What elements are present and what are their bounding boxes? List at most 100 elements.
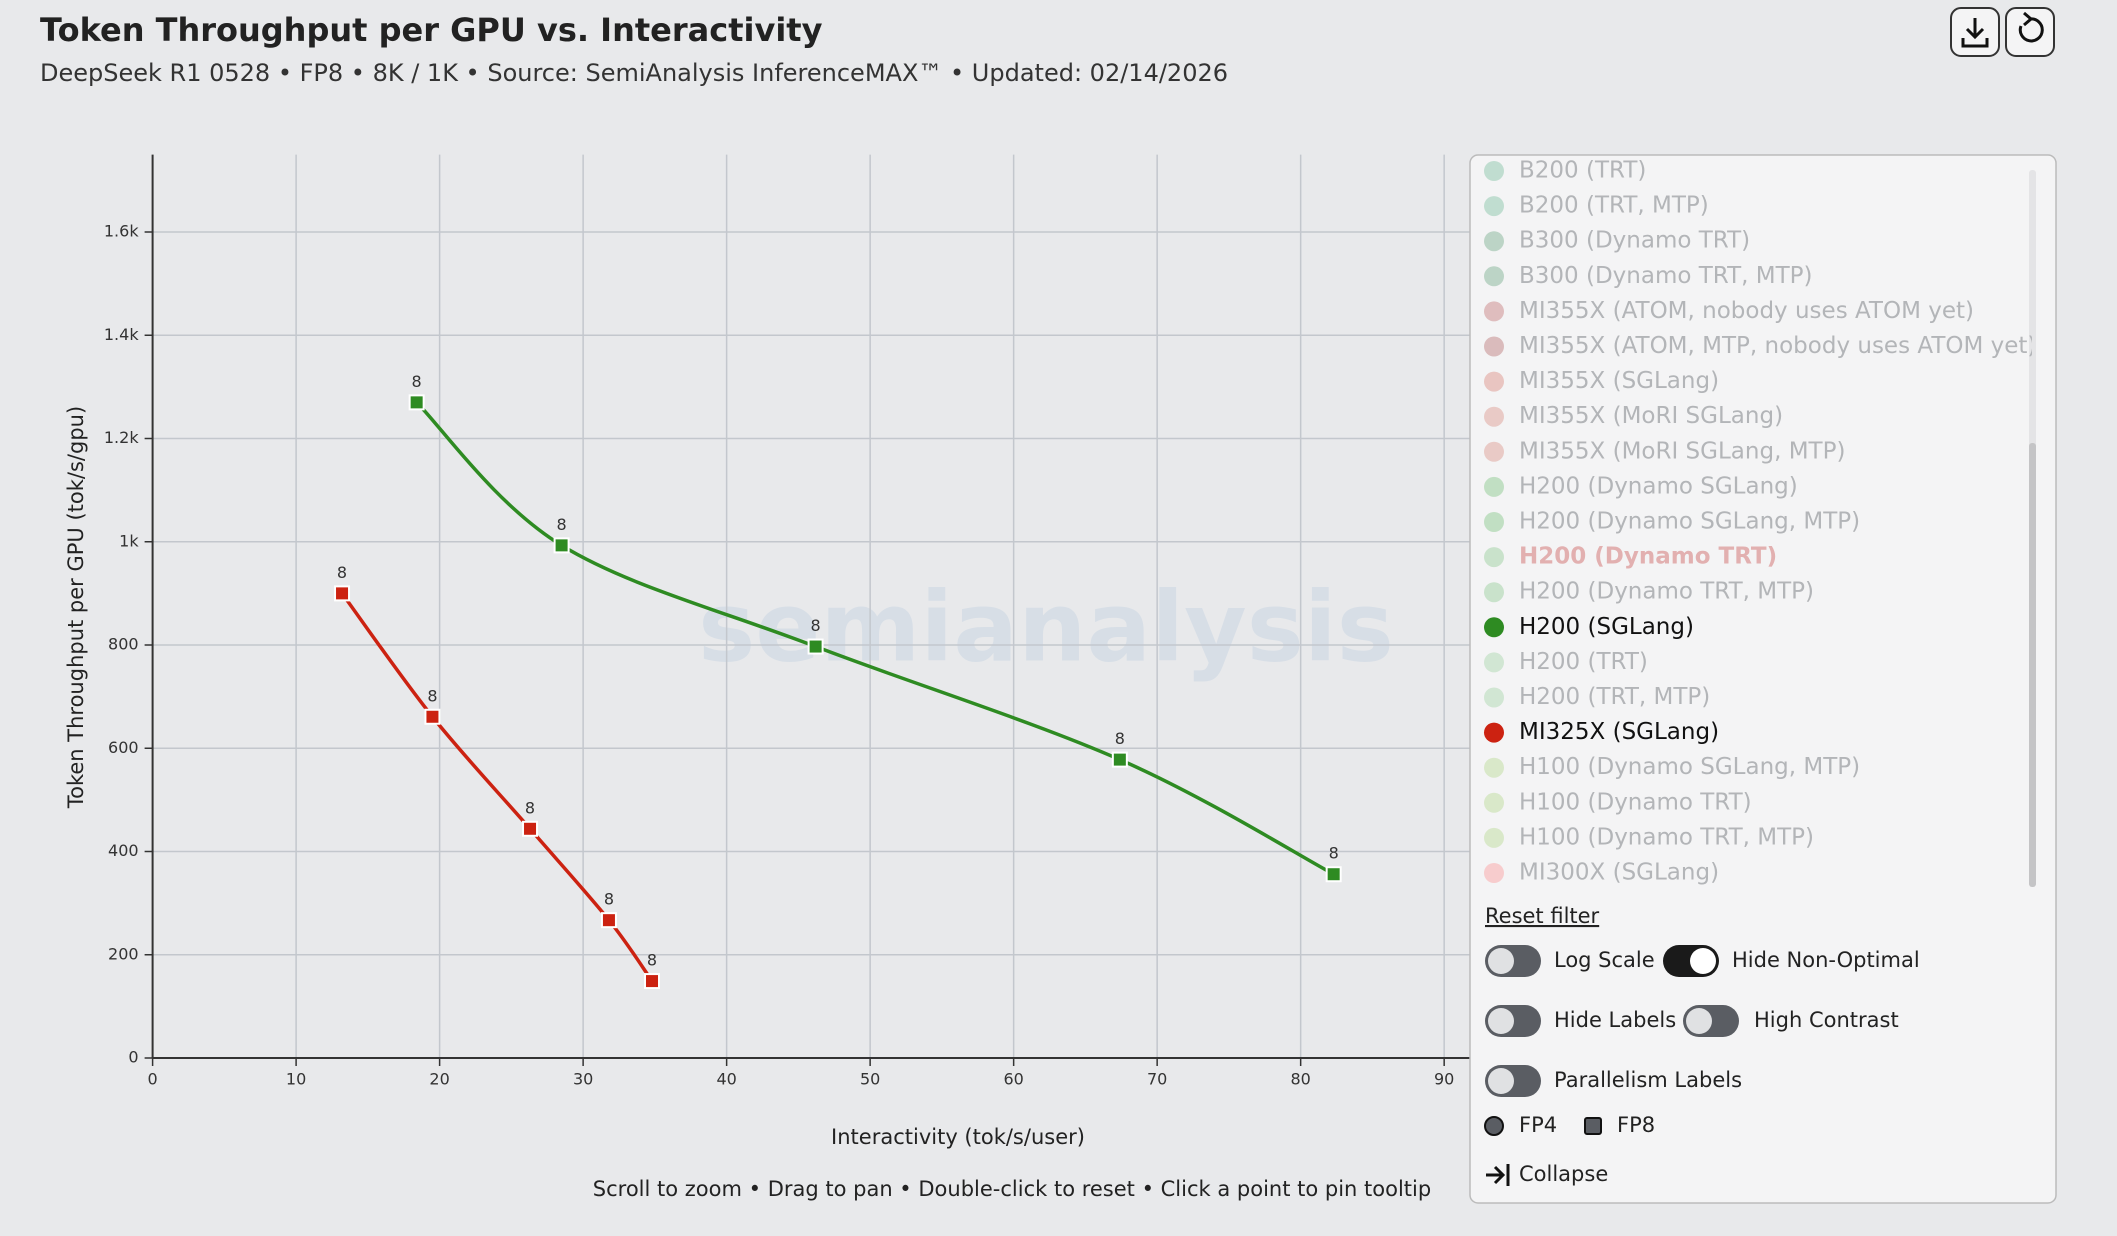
data-point[interactable] bbox=[600, 912, 617, 929]
legend-item[interactable]: MI355X (ATOM, MTP, nobody uses ATOM yet) bbox=[1484, 333, 2036, 359]
y-axis-label: Token Throughput per GPU (tok/s/gpu) bbox=[64, 406, 88, 809]
point-label: 8 bbox=[647, 951, 657, 970]
legend-label: MI355X (SGLang) bbox=[1519, 368, 1719, 394]
point-label: 8 bbox=[525, 798, 535, 817]
reset-button[interactable] bbox=[2005, 7, 2055, 57]
toggle-label: High Contrast bbox=[1754, 1008, 1899, 1032]
legend-item[interactable]: H200 (Dynamo TRT) bbox=[1484, 544, 1777, 570]
legend-item[interactable]: MI300X (SGLang) bbox=[1484, 860, 1719, 886]
legend-item[interactable]: H100 (Dynamo SGLang, MTP) bbox=[1484, 754, 1860, 780]
toggle[interactable] bbox=[1485, 945, 1541, 977]
x-tick-label: 10 bbox=[286, 1070, 306, 1089]
y-tick-label: 1.2k bbox=[104, 428, 139, 447]
x-axis-label: Interactivity (tok/s/user) bbox=[831, 1125, 1085, 1149]
legend-dot bbox=[1484, 582, 1504, 603]
toggle-label: Parallelism Labels bbox=[1554, 1068, 1742, 1092]
legend-item[interactable]: H200 (Dynamo TRT, MTP) bbox=[1484, 579, 1814, 605]
legend-item[interactable]: H100 (Dynamo TRT) bbox=[1484, 789, 1752, 815]
legend-item[interactable]: B200 (TRT, MTP) bbox=[1484, 193, 1709, 219]
x-tick-label: 60 bbox=[1003, 1070, 1023, 1089]
legend-label: B200 (TRT) bbox=[1519, 158, 1646, 184]
legend-item[interactable]: MI355X (MoRI SGLang) bbox=[1484, 403, 1783, 429]
legend-label: B200 (TRT, MTP) bbox=[1519, 193, 1709, 219]
toggle[interactable] bbox=[1485, 1005, 1541, 1037]
data-point[interactable] bbox=[1111, 751, 1128, 768]
y-tick-label: 1.6k bbox=[104, 222, 139, 241]
point-label: 8 bbox=[1115, 729, 1125, 748]
collapse-button[interactable]: Collapse bbox=[1519, 1162, 1608, 1186]
point-label: 8 bbox=[557, 515, 567, 534]
legend-item[interactable]: H200 (TRT) bbox=[1484, 649, 1648, 675]
legend-label: H200 (Dynamo SGLang, MTP) bbox=[1519, 509, 1860, 535]
data-point[interactable] bbox=[424, 708, 441, 725]
legend-dot bbox=[1484, 266, 1504, 287]
legend-label: B300 (Dynamo TRT) bbox=[1519, 228, 1750, 254]
subtitle: DeepSeek R1 0528 • FP8 • 8K / 1K • Sourc… bbox=[40, 59, 1228, 87]
axes: 0 10 20 30 40 50 60 70 80 90 0 200 400 600 800 1k 1.2k 1.… bbox=[104, 154, 1470, 1089]
download-button[interactable] bbox=[1950, 7, 2000, 57]
legend-item[interactable]: B200 (TRT) bbox=[1484, 158, 1646, 184]
legend-dot bbox=[1484, 512, 1504, 532]
legend-dot bbox=[1484, 827, 1504, 848]
point-label: 8 bbox=[811, 616, 821, 635]
legend-dot bbox=[1484, 617, 1504, 638]
legend-dot bbox=[1484, 231, 1504, 252]
data-point[interactable] bbox=[807, 638, 824, 655]
legend-label: MI355X (ATOM, MTP, nobody uses ATOM yet) bbox=[1519, 333, 2036, 359]
x-tick-label: 30 bbox=[573, 1070, 593, 1089]
reset-filter[interactable]: Reset filter bbox=[1485, 904, 1600, 928]
y-tick-label: 1.4k bbox=[104, 325, 139, 344]
legend-dot bbox=[1484, 722, 1504, 743]
legend-item[interactable]: MI355X (SGLang) bbox=[1484, 368, 1719, 394]
y-tick-label: 600 bbox=[108, 738, 139, 757]
precision-label: FP8 bbox=[1617, 1113, 1655, 1137]
legend-item[interactable]: B300 (Dynamo TRT) bbox=[1484, 228, 1750, 254]
toggle[interactable] bbox=[1683, 1005, 1739, 1037]
toggle-label: Hide Labels bbox=[1554, 1008, 1676, 1032]
legend-dot bbox=[1484, 336, 1504, 357]
data-point[interactable] bbox=[334, 585, 351, 602]
x-tick-label: 70 bbox=[1147, 1070, 1167, 1089]
collapse-icon bbox=[1486, 1164, 1510, 1186]
legend-item[interactable]: MI355X (ATOM, nobody uses ATOM yet) bbox=[1484, 298, 1974, 324]
data-point[interactable] bbox=[522, 820, 539, 837]
legend-item[interactable]: B300 (Dynamo TRT, MTP) bbox=[1484, 263, 1813, 289]
toggle-knob bbox=[1488, 1008, 1514, 1034]
x-tick-label: 0 bbox=[148, 1070, 158, 1089]
legend-item[interactable]: MI325X (SGLang) bbox=[1484, 719, 1719, 745]
legend-dot bbox=[1484, 792, 1504, 813]
y-tick-label: 800 bbox=[108, 635, 139, 654]
point-label: 8 bbox=[337, 563, 347, 582]
legend-item[interactable]: MI355X (MoRI SGLang, MTP) bbox=[1484, 438, 1845, 464]
legend-item[interactable]: H200 (SGLang) bbox=[1484, 614, 1694, 640]
data-point[interactable] bbox=[408, 394, 425, 411]
legend-label: H100 (Dynamo TRT, MTP) bbox=[1519, 824, 1814, 850]
legend-label: H200 (Dynamo TRT, MTP) bbox=[1519, 579, 1814, 605]
precision-label: FP4 bbox=[1519, 1113, 1557, 1137]
toggle-knob bbox=[1690, 948, 1716, 974]
legend-label: H200 (Dynamo SGLang) bbox=[1519, 473, 1798, 499]
legend-item[interactable]: H200 (TRT, MTP) bbox=[1484, 684, 1710, 710]
point-label: 8 bbox=[427, 686, 437, 705]
y-tick-label: 400 bbox=[108, 841, 139, 860]
legend-item[interactable]: H200 (Dynamo SGLang) bbox=[1484, 473, 1798, 499]
legend-item[interactable]: H100 (Dynamo TRT, MTP) bbox=[1484, 824, 1814, 850]
toggle[interactable] bbox=[1663, 945, 1719, 977]
toggle-knob bbox=[1488, 948, 1514, 974]
legend-dot bbox=[1484, 406, 1504, 427]
legend-item[interactable]: H200 (Dynamo SGLang, MTP) bbox=[1484, 509, 1860, 535]
data-point[interactable] bbox=[1325, 866, 1342, 883]
legend-panel: B200 (TRT) B200 (TRT, MTP) B300 (Dynamo TR… bbox=[1469, 154, 2057, 1204]
point-label: 8 bbox=[1329, 844, 1339, 863]
legend-dot bbox=[1484, 196, 1504, 217]
legend-label: H200 (TRT) bbox=[1519, 649, 1648, 675]
toggle[interactable] bbox=[1485, 1065, 1541, 1097]
data-point[interactable] bbox=[644, 973, 661, 990]
point-label: 8 bbox=[604, 890, 614, 909]
y-tick-label: 0 bbox=[128, 1048, 138, 1067]
data-point[interactable] bbox=[553, 537, 570, 554]
scrollbar[interactable] bbox=[2029, 443, 2036, 887]
legend-dot bbox=[1484, 476, 1504, 497]
